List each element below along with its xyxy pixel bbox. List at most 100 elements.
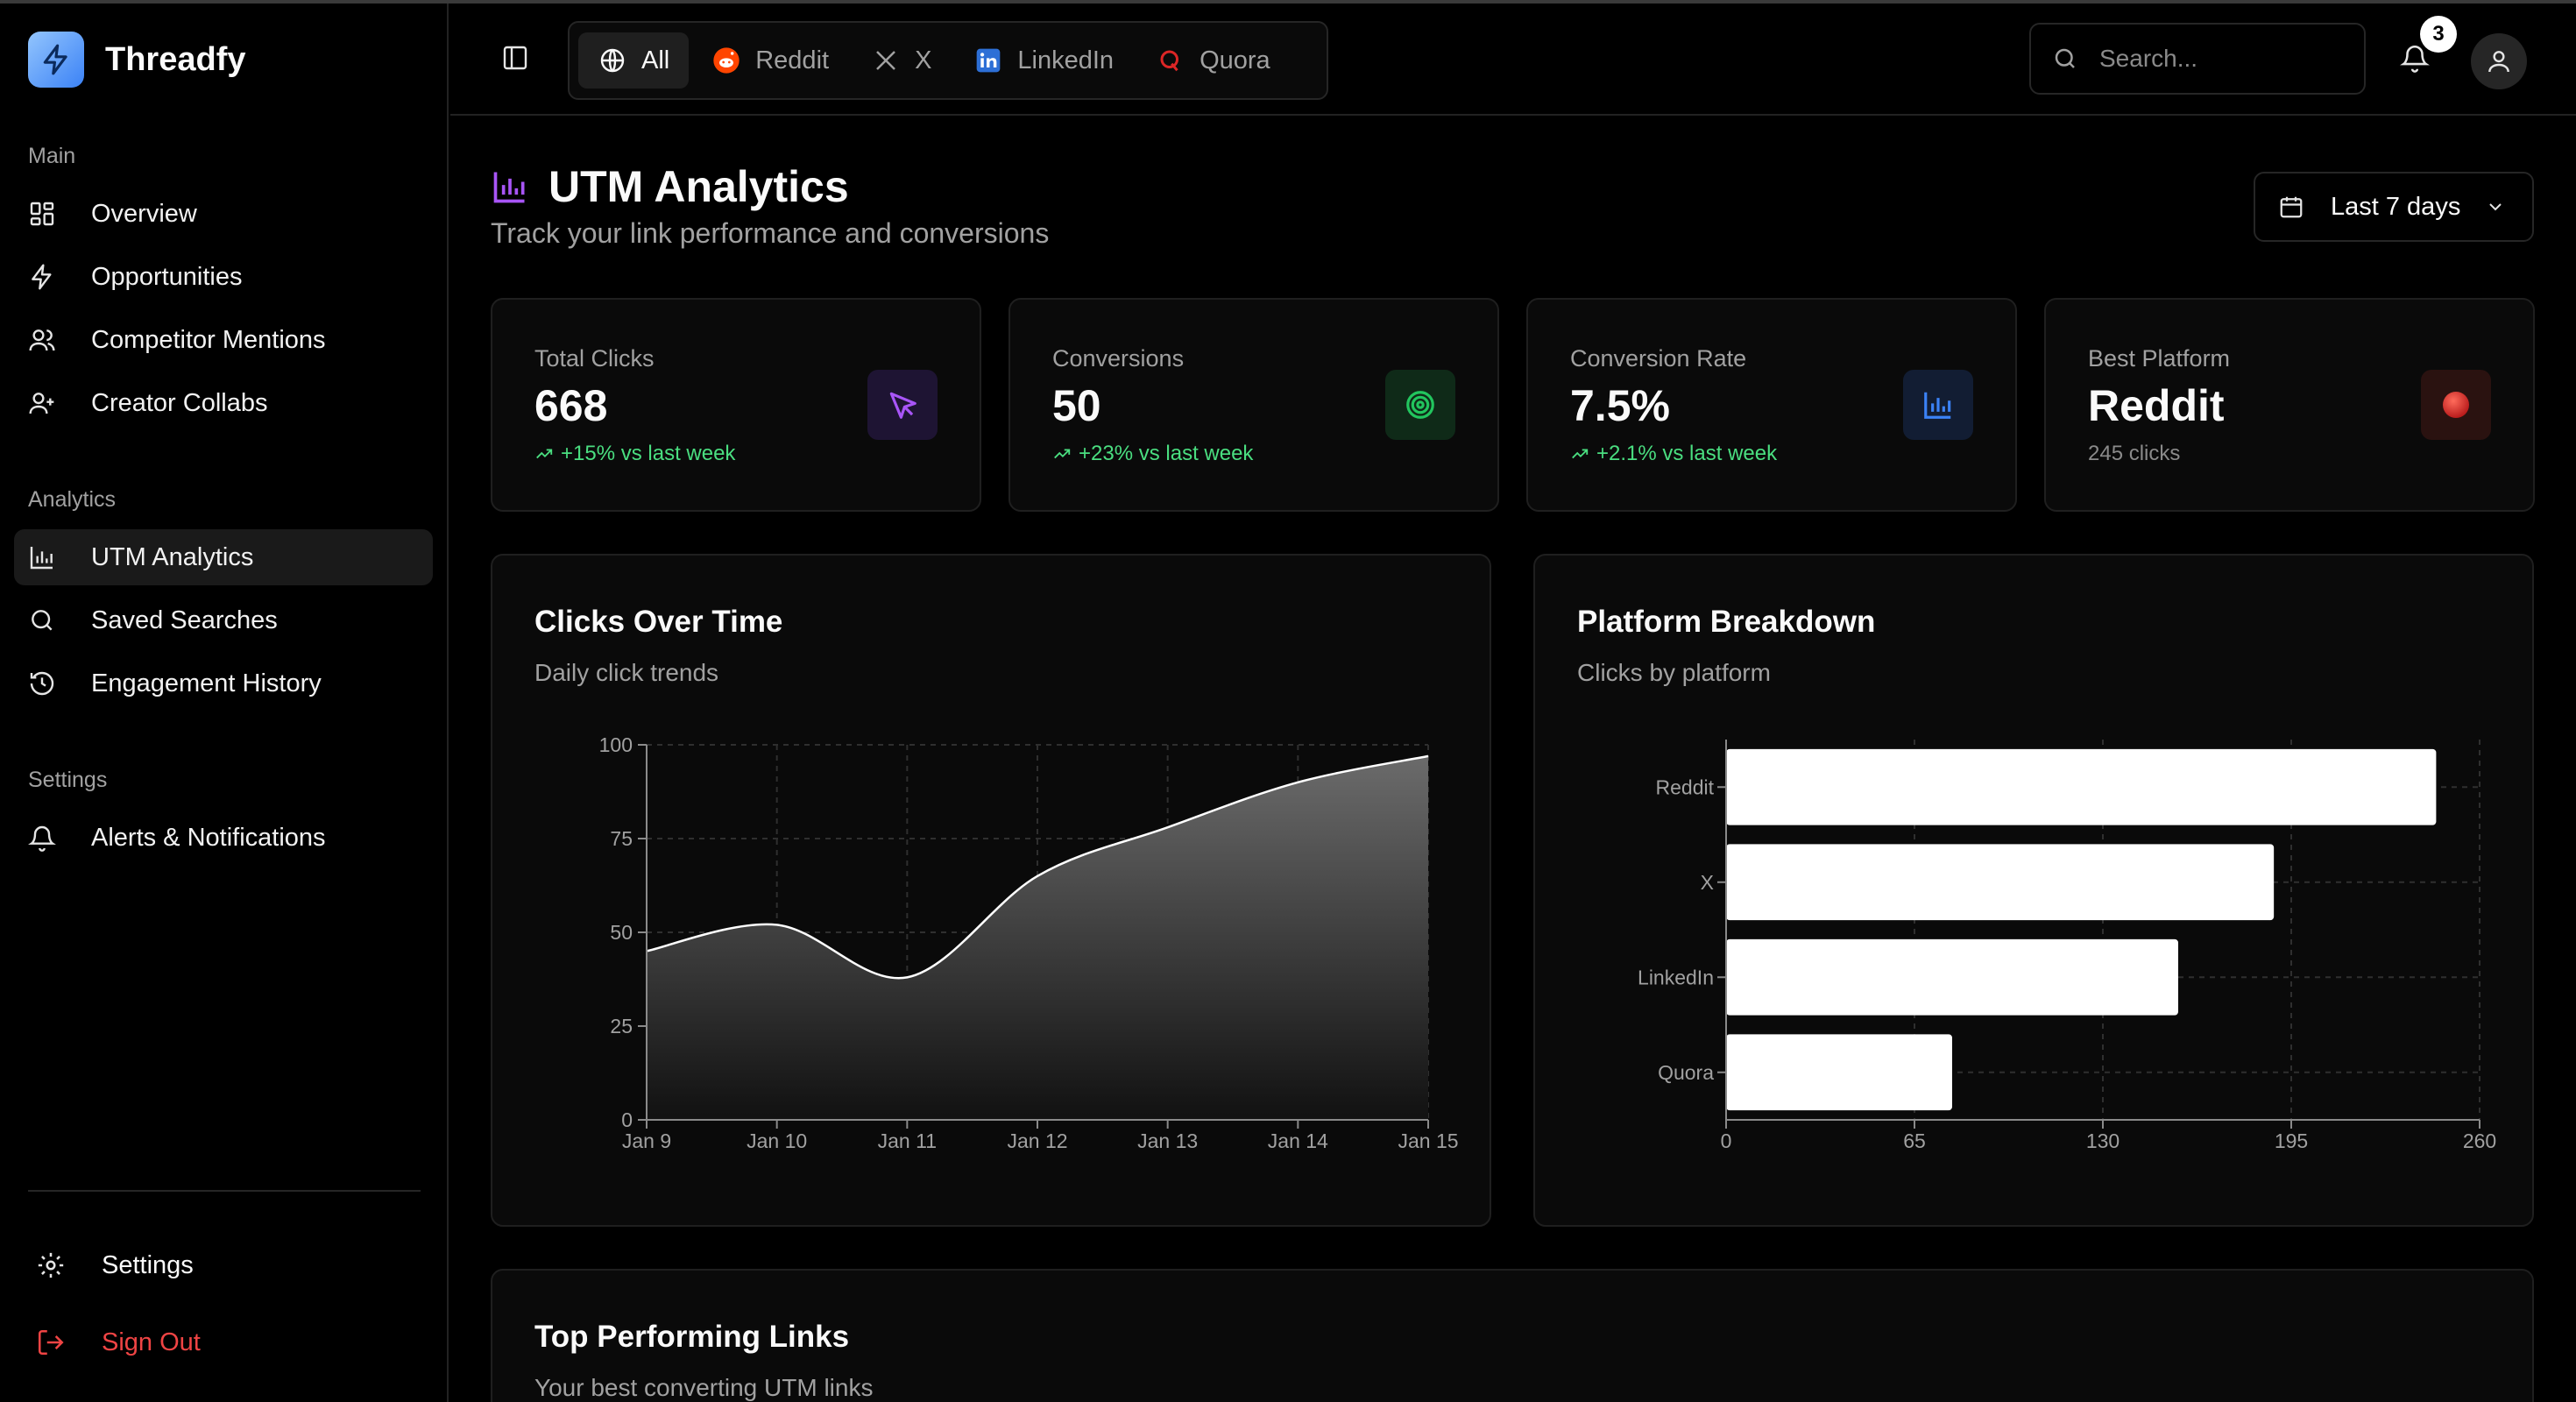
sidebar-item-label: Overview (91, 199, 197, 228)
trending-up-icon (1572, 449, 1589, 459)
x-tick-label: Jan 9 (622, 1129, 671, 1152)
stat-icon-box (2421, 370, 2491, 440)
sign-out-button[interactable]: Sign Out (35, 1314, 201, 1370)
date-range-label: Last 7 days (2331, 192, 2461, 221)
grid-icon (28, 200, 56, 228)
x-tick-label: Jan 10 (747, 1129, 807, 1152)
target-icon (1406, 391, 1434, 419)
sidebar-item-creator-collabs[interactable]: Creator Collabs (14, 375, 433, 431)
sidebar-item-label: Saved Searches (91, 605, 278, 634)
page-header: UTM Analytics (491, 161, 849, 212)
search-input[interactable] (2099, 45, 2362, 73)
x-tick-label: Jan 13 (1137, 1129, 1198, 1152)
top-links-card: Top Performing Links Your best convertin… (491, 1269, 2534, 1402)
search-icon (28, 606, 56, 634)
user-icon (2488, 51, 2509, 73)
settings-button[interactable]: Settings (35, 1237, 194, 1293)
y-tick-label: 75 (610, 827, 633, 850)
sidebar-item-label: Alerts & Notifications (91, 823, 326, 852)
area-fill (647, 755, 1428, 1120)
stat-change: +2.1% vs last week (1570, 442, 1777, 466)
history-icon (28, 669, 56, 697)
stat-change: 245 clicks (2088, 442, 2180, 466)
sidebar-item-utm-analytics[interactable]: UTM Analytics (14, 529, 433, 585)
sidebar-item-saved-searches[interactable]: Saved Searches (14, 592, 433, 648)
search-box[interactable] (2029, 23, 2366, 95)
date-range-select[interactable]: Last 7 days (2254, 172, 2534, 242)
stat-card-best-platform: Best Platform Reddit 245 clicks (2044, 298, 2535, 512)
topbar: All Reddit X LinkedIn Quora 3 (450, 4, 2576, 116)
tab-label: X (915, 46, 932, 74)
sidebar-divider (28, 1190, 421, 1192)
sidebar-item-label: Competitor Mentions (91, 325, 326, 354)
tab-all[interactable]: All (578, 32, 690, 89)
x-tick-label: Jan 15 (1398, 1129, 1458, 1152)
card-subtitle: Clicks by platform (1577, 659, 1771, 686)
bar-chart-icon (28, 543, 56, 571)
stat-card-conversions: Conversions 50 +23% vs last week (1008, 298, 1499, 512)
x-tick-label: 0 (1721, 1129, 1732, 1152)
platform-breakdown-card: Platform Breakdown Clicks by platform 0 6… (1533, 554, 2534, 1227)
panel-left-icon (503, 46, 527, 70)
stat-icon-box (1385, 370, 1455, 440)
sidebar-item-overview[interactable]: Overview (14, 186, 433, 242)
reddit-dot-icon (2443, 392, 2469, 418)
trending-up-icon (1054, 449, 1071, 459)
trending-up-icon (536, 449, 553, 459)
stat-value: Reddit (2088, 381, 2225, 430)
card-title: Top Performing Links (534, 1320, 850, 1354)
tab-label: Quora (1200, 46, 1270, 74)
sidebar-item-label: Creator Collabs (91, 388, 268, 417)
search-icon (2055, 48, 2075, 68)
page-title: UTM Analytics (548, 162, 849, 211)
x-tick-label: 195 (2275, 1129, 2308, 1152)
brand[interactable]: Threadfy (28, 32, 245, 88)
sidebar-item-alerts[interactable]: Alerts & Notifications (14, 810, 433, 866)
stat-change-text: +15% vs last week (561, 442, 736, 465)
x-tick-label: 65 (1903, 1129, 1926, 1152)
stat-icon-box (867, 370, 938, 440)
stat-change: +15% vs last week (534, 442, 735, 466)
x-tick-label: Jan 12 (1007, 1129, 1067, 1152)
x-tick-label: 130 (2086, 1129, 2120, 1152)
platform-filter-tabs: All Reddit X LinkedIn Quora (568, 21, 1328, 100)
sign-out-label: Sign Out (102, 1328, 201, 1356)
tab-reddit[interactable]: Reddit (692, 32, 848, 89)
stat-label: Total Clicks (534, 345, 655, 372)
card-subtitle: Your best converting UTM links (534, 1374, 874, 1401)
sidebar-item-opportunities[interactable]: Opportunities (14, 249, 433, 305)
settings-label: Settings (102, 1250, 194, 1279)
stat-card-conversion-rate: Conversion Rate 7.5% +2.1% vs last week (1526, 298, 2017, 512)
y-tick-label: 100 (599, 733, 633, 756)
card-subtitle: Daily click trends (534, 659, 719, 686)
sidebar-item-engagement-history[interactable]: Engagement History (14, 655, 433, 712)
sidebar-toggle-button[interactable] (498, 40, 533, 75)
y-tick-label: 50 (610, 921, 633, 944)
nav-section-settings: Settings (28, 768, 108, 792)
tab-linkedin[interactable]: LinkedIn (954, 32, 1133, 89)
chevron-down-icon (2489, 203, 2502, 211)
stat-label: Best Platform (2088, 345, 2231, 372)
page-subtitle: Track your link performance and conversi… (491, 217, 1050, 249)
bar-chart-icon (1924, 392, 1951, 419)
stat-card-total-clicks: Total Clicks 668 +15% vs last week (491, 298, 981, 512)
x-icon (871, 46, 901, 75)
logout-icon (35, 1327, 67, 1358)
tab-x[interactable]: X (852, 32, 951, 89)
brand-name: Threadfy (105, 40, 246, 78)
stat-change-text: +2.1% vs last week (1596, 442, 1778, 465)
y-tick-label: Reddit (1656, 775, 1715, 798)
notifications-button[interactable] (2396, 39, 2434, 77)
bar-quora (1726, 1034, 1952, 1111)
y-tick-label: LinkedIn (1638, 966, 1714, 988)
bolt-logo-icon (28, 32, 84, 88)
user-avatar-button[interactable] (2471, 33, 2527, 89)
tab-quora[interactable]: Quora (1136, 32, 1290, 89)
gear-icon (35, 1250, 67, 1281)
series-line (646, 754, 1429, 980)
nav-section-main: Main (28, 144, 76, 168)
bell-icon (2400, 46, 2430, 73)
sidebar: Threadfy Main Overview Opportunities Com… (0, 4, 449, 1402)
clicks-over-time-card: Clicks Over Time Daily click trends 0 25 5… (491, 554, 1491, 1227)
sidebar-item-competitor-mentions[interactable]: Competitor Mentions (14, 312, 433, 368)
